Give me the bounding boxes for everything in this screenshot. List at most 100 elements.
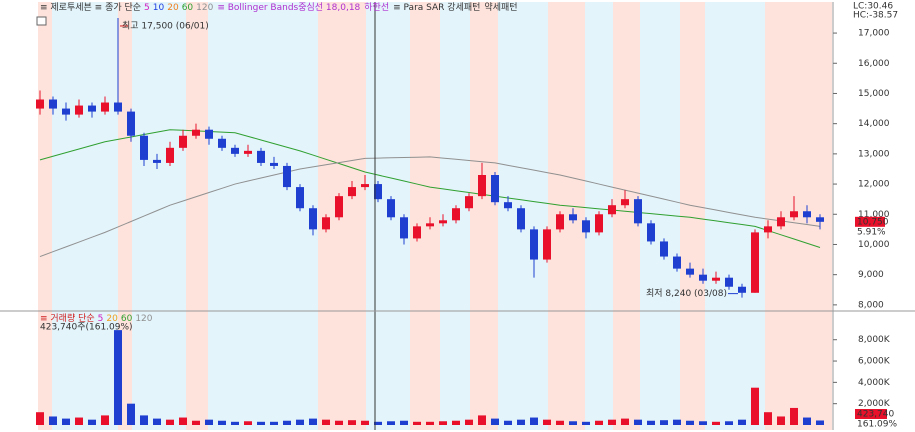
- candle-body: [49, 99, 57, 109]
- volume-bar: [751, 387, 759, 425]
- candle-body: [270, 162, 278, 166]
- candle-body: [790, 211, 798, 218]
- y-tick-label: 16,000: [858, 59, 890, 69]
- volume-bar: [777, 416, 785, 425]
- y-tick-label: 12,000: [858, 180, 890, 190]
- trend-band: [208, 2, 318, 430]
- volume-bar: [374, 421, 382, 425]
- candle-body: [140, 135, 148, 160]
- candle-body: [231, 147, 239, 154]
- candle-body: [660, 241, 668, 257]
- volume-badge-bg: [855, 409, 887, 419]
- candle-body: [387, 199, 395, 218]
- candle-body: [426, 223, 434, 227]
- trend-bands: [38, 2, 832, 430]
- volume-bar: [634, 419, 642, 425]
- candle-body: [114, 102, 122, 112]
- legend: ≡ 제로투세븐 ≡ 종가 단순 5 10 20 60 120 ≡ Bollinger Ban…: [40, 1, 518, 13]
- legend: ≡ 거래량 단순 5 20 60 120: [40, 312, 153, 324]
- candle-body: [348, 187, 356, 197]
- volume-bar: [725, 421, 733, 425]
- candle-body: [478, 175, 486, 197]
- candle-body: [88, 105, 96, 112]
- volume-bar: [699, 421, 707, 425]
- settings-icon[interactable]: [36, 16, 47, 26]
- volume-bar: [114, 330, 122, 425]
- volume-bar: [621, 418, 629, 425]
- annotation: 최저 8,240 (03/08): [646, 288, 727, 299]
- volume-bar: [790, 407, 798, 425]
- candle-body: [777, 217, 785, 227]
- candle-body: [595, 214, 603, 233]
- y-tick-label: 10,000: [858, 240, 890, 250]
- y-tick-label: 11,000: [858, 210, 890, 220]
- trend-band: [705, 2, 765, 430]
- volume-bar: [127, 403, 135, 425]
- candle-body: [699, 274, 707, 281]
- legend-label: ≡ 거래량 단순: [40, 312, 95, 324]
- volume-bar: [322, 419, 330, 425]
- candle-body: [218, 138, 226, 148]
- volume-bar: [465, 419, 473, 425]
- volume-bar: [803, 417, 811, 425]
- candle-body: [153, 159, 161, 163]
- candle-body: [634, 199, 642, 224]
- y-tick-label: 8,000: [858, 300, 884, 310]
- candle-body: [361, 184, 369, 188]
- volume-bar: [62, 418, 70, 425]
- legend-item: 약세패턴: [484, 1, 517, 13]
- y-tick-label: 2,000K: [858, 399, 891, 409]
- candle-body: [205, 129, 213, 139]
- candle-body: [764, 226, 772, 233]
- candle-body: [309, 208, 317, 230]
- trend-band: [186, 2, 208, 430]
- trend-band: [410, 2, 440, 430]
- annotation: 최고 17,500 (06/01): [122, 20, 209, 31]
- y-tick-label: 4,000K: [858, 378, 891, 388]
- candle-body: [374, 184, 382, 200]
- candle-body: [725, 277, 733, 287]
- candle-body: [192, 129, 200, 136]
- candle-body: [452, 208, 460, 221]
- volume-bar: [335, 420, 343, 425]
- moving-average-line: [39, 156, 821, 258]
- volume-bar: [712, 421, 720, 425]
- trend-band: [132, 2, 186, 430]
- candle-body: [465, 196, 473, 209]
- candle-body: [439, 220, 447, 224]
- volume-bar: [153, 418, 161, 425]
- trend-band: [38, 2, 52, 430]
- volume-pct-badge: 161.09%: [857, 420, 897, 430]
- y-tick-label: 8,000K: [858, 335, 891, 345]
- volume-bar: [764, 412, 772, 425]
- candle-body: [101, 102, 109, 112]
- candle-body: [75, 105, 83, 115]
- candle-body: [491, 175, 499, 203]
- volume-bar: [75, 417, 83, 425]
- volume-bar: [36, 412, 44, 425]
- candle-body: [413, 226, 421, 239]
- plot: [36, 17, 824, 425]
- volume-bar: [179, 417, 187, 425]
- volume-bar: [166, 419, 174, 425]
- moving-average-line: [39, 129, 821, 248]
- candle-body: [62, 108, 70, 115]
- y-tick-label: 17,000: [858, 29, 890, 39]
- candle-body: [738, 286, 746, 293]
- trend-band: [470, 2, 498, 430]
- volume-bar: [608, 419, 616, 425]
- volume-bar: [816, 420, 824, 425]
- volume-bar: [283, 420, 291, 425]
- candle-body: [751, 232, 759, 293]
- volume-bar: [530, 417, 538, 425]
- y-tick-label: 6,000K: [858, 357, 891, 367]
- legend-item: 5: [144, 3, 150, 13]
- legend-item: 5: [98, 314, 104, 324]
- volume-bar: [660, 420, 668, 425]
- legend-item: 60: [182, 3, 194, 13]
- volume-bar: [582, 421, 590, 425]
- volume-bar: [348, 420, 356, 425]
- y-tick-label: 9,000: [858, 270, 884, 280]
- candle-body: [647, 223, 655, 242]
